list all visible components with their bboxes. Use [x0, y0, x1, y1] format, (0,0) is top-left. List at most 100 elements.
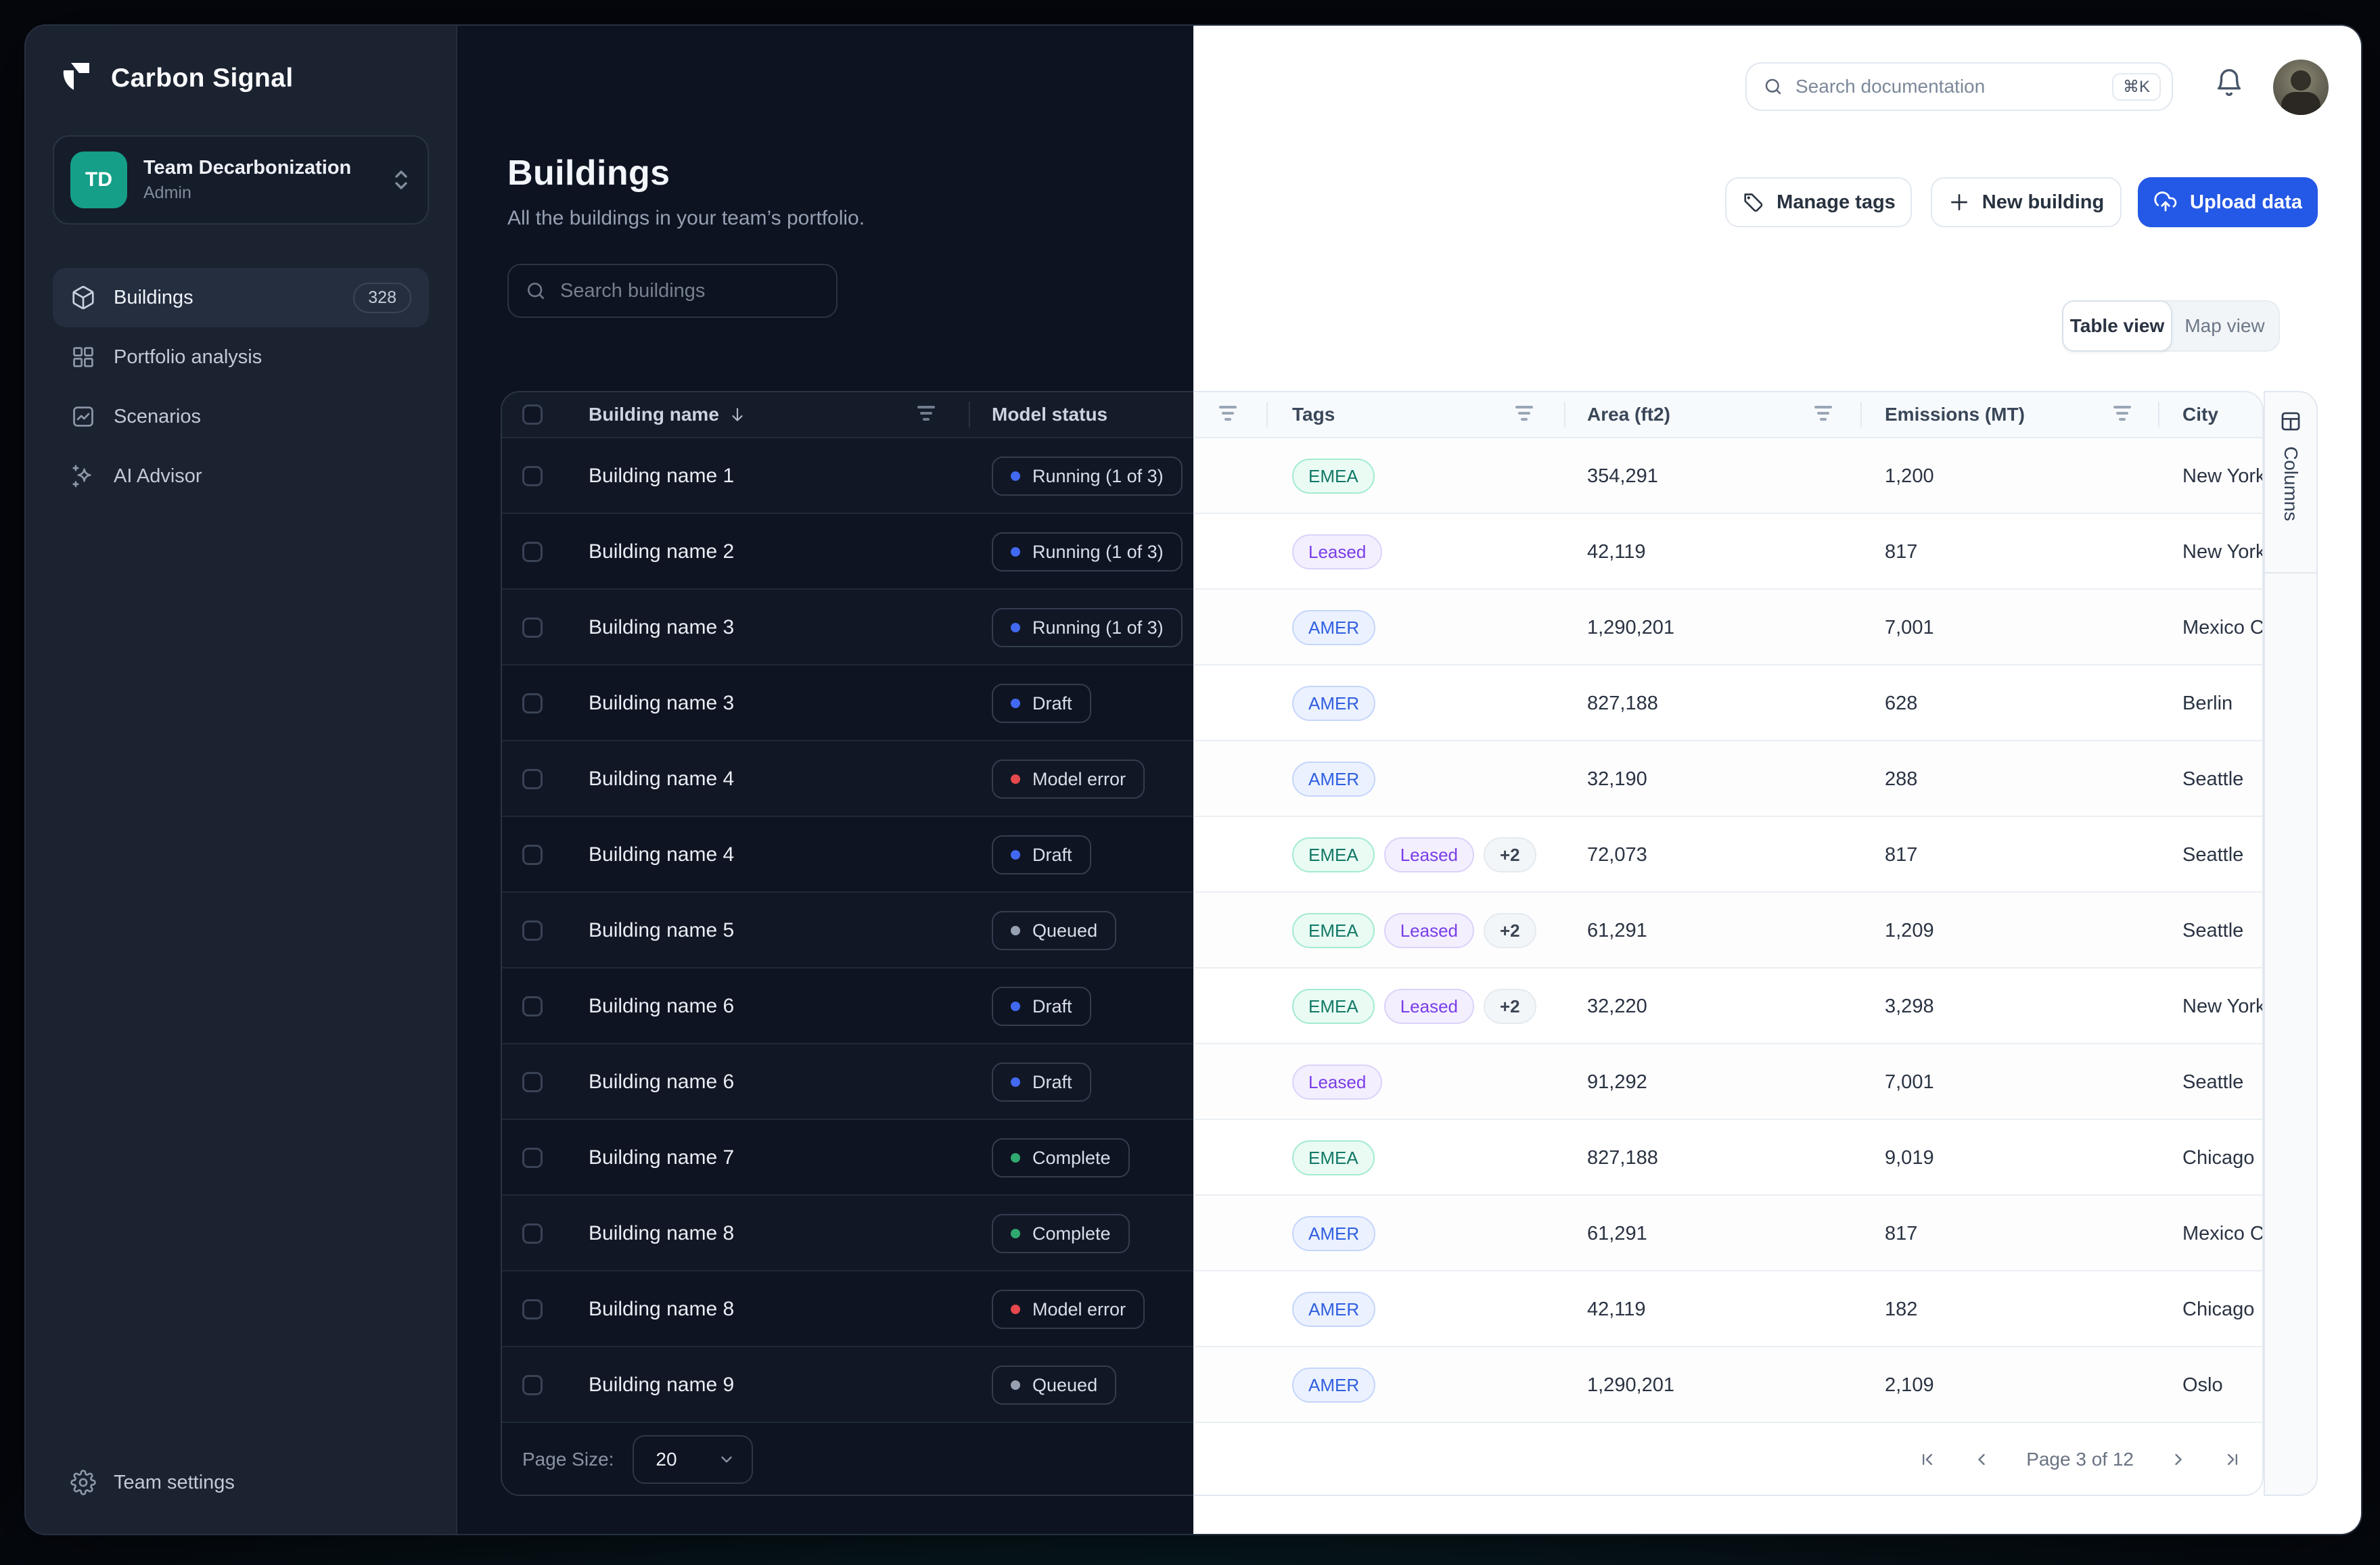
row-checkbox[interactable]: [522, 542, 543, 562]
documentation-search[interactable]: ⌘K: [1745, 62, 2173, 111]
table-row[interactable]: Building name 7 Complete EMEA 827,188 9,…: [501, 1120, 2264, 1196]
buildings-table: Building name Model status Tags Area (ft…: [501, 391, 2264, 1496]
documentation-search-input[interactable]: [1795, 76, 2100, 97]
row-emissions: 288: [1885, 768, 1918, 790]
page-size-select[interactable]: 20: [633, 1435, 754, 1484]
sidebar-item-scenarios[interactable]: Scenarios: [53, 387, 429, 446]
table-row[interactable]: Building name 4 Draft EMEA Leased +2 72,07…: [501, 817, 2264, 893]
column-header-model-status[interactable]: Model status: [992, 404, 1108, 425]
column-header-city[interactable]: City: [2182, 404, 2218, 425]
row-area: 827,188: [1587, 692, 1658, 714]
row-checkbox[interactable]: [522, 1375, 543, 1395]
page-indicator: Page 3 of 12: [2026, 1449, 2134, 1470]
row-emissions: 1,200: [1885, 465, 1934, 487]
filter-icon[interactable]: [1814, 406, 1832, 421]
table-row[interactable]: Building name 6 Draft EMEA Leased +2 32,22…: [501, 968, 2264, 1044]
row-checkbox[interactable]: [522, 845, 543, 865]
status-dot-icon: [1011, 623, 1020, 632]
status-badge: Queued: [992, 911, 1117, 950]
row-emissions: 3,298: [1885, 995, 1934, 1017]
view-toggle: Table view Map view: [2062, 300, 2280, 352]
table-row[interactable]: Building name 6 Draft Leased 91,292 7,00…: [501, 1044, 2264, 1120]
filter-icon[interactable]: [917, 406, 935, 421]
sidebar-item-portfolio-analysis[interactable]: Portfolio analysis: [53, 327, 429, 387]
row-checkbox[interactable]: [522, 769, 543, 789]
row-checkbox[interactable]: [522, 996, 543, 1017]
row-building-name: Building name 4: [589, 768, 735, 790]
filter-icon[interactable]: [2113, 406, 2131, 421]
upload-data-button[interactable]: Upload data: [2138, 177, 2318, 227]
row-checkbox[interactable]: [522, 617, 543, 638]
row-checkbox[interactable]: [522, 920, 543, 941]
sort-desc-icon[interactable]: [729, 405, 746, 424]
next-page-button[interactable]: [2169, 1450, 2188, 1469]
select-all-checkbox[interactable]: [522, 404, 543, 425]
manage-tags-button[interactable]: Manage tags: [1725, 177, 1912, 227]
row-city: New York: [2182, 540, 2264, 563]
column-header-area[interactable]: Area (ft2): [1587, 404, 1670, 425]
user-avatar[interactable]: [2273, 60, 2329, 115]
tag-more: +2: [1484, 989, 1536, 1024]
status-dot-icon: [1011, 471, 1020, 481]
row-city: Oslo: [2182, 1374, 2223, 1396]
table-row[interactable]: Building name 4 Model error AMER 32,190 …: [501, 741, 2264, 817]
table-row[interactable]: Building name 8 Complete AMER 61,291 817…: [501, 1196, 2264, 1271]
sidebar-item-label: Team settings: [114, 1471, 235, 1493]
status-badge: Complete: [992, 1214, 1130, 1253]
status-label: Model error: [1032, 1299, 1126, 1319]
table-row[interactable]: Building name 2 Running (1 of 3) Leased …: [501, 514, 2264, 590]
table-row[interactable]: Building name 9 Queued AMER 1,290,201 2,…: [501, 1347, 2264, 1423]
notifications-button[interactable]: [2214, 68, 2251, 106]
row-emissions: 1,209: [1885, 919, 1934, 941]
table-row[interactable]: Building name 1 Running (1 of 3) EMEA 35…: [501, 438, 2264, 514]
new-building-button[interactable]: New building: [1931, 177, 2122, 227]
filter-icon[interactable]: [1515, 406, 1533, 421]
row-tags: AMER: [1292, 590, 1376, 665]
row-area: 1,290,201: [1587, 616, 1675, 638]
status-label: Complete: [1032, 1147, 1111, 1168]
sidebar-item-team-settings[interactable]: Team settings: [53, 1453, 429, 1512]
table-row[interactable]: Building name 3 Draft AMER 827,188 628 B…: [501, 665, 2264, 741]
row-checkbox[interactable]: [522, 693, 543, 714]
row-checkbox[interactable]: [522, 1223, 543, 1244]
tag-amer: AMER: [1292, 1292, 1376, 1327]
tab-map-view[interactable]: Map view: [2184, 315, 2265, 336]
status-badge: Running (1 of 3): [992, 457, 1183, 496]
tag-leased: Leased: [1383, 989, 1474, 1024]
previous-page-button[interactable]: [1972, 1450, 1991, 1469]
row-emissions: 817: [1885, 540, 1918, 563]
row-city: Seattle: [2182, 919, 2244, 941]
tag-amer: AMER: [1292, 686, 1376, 721]
table-row[interactable]: Building name 3 Running (1 of 3) AMER 1,…: [501, 590, 2264, 665]
row-checkbox[interactable]: [522, 1299, 543, 1319]
table-row[interactable]: Building name 8 Model error AMER 42,119 …: [501, 1271, 2264, 1347]
status-dot-icon: [1011, 1229, 1020, 1238]
columns-panel-toggle[interactable]: Columns: [2265, 392, 2316, 574]
last-page-button[interactable]: [2223, 1450, 2242, 1469]
row-checkbox[interactable]: [522, 1072, 543, 1092]
row-checkbox[interactable]: [522, 1148, 543, 1168]
row-emissions: 182: [1885, 1298, 1918, 1320]
sidebar-item-label: Buildings: [114, 286, 193, 308]
column-header-emissions[interactable]: Emissions (MT): [1885, 404, 2025, 425]
row-tags: Leased: [1292, 1044, 1383, 1120]
buildings-search-input[interactable]: [560, 279, 820, 302]
status-dot-icon: [1011, 774, 1020, 784]
search-icon: [1765, 78, 1781, 95]
table-row[interactable]: Building name 5 Queued EMEA Leased +2 61,2…: [501, 893, 2264, 968]
main-content: ⌘K Buildings All the buildings in your t…: [457, 26, 2361, 1534]
tab-table-view[interactable]: Table view: [2062, 300, 2172, 352]
workspace-switcher[interactable]: TD Team Decarbonization Admin: [53, 135, 429, 225]
sidebar-item-ai-advisor[interactable]: AI Advisor: [53, 446, 429, 506]
buildings-search[interactable]: [507, 264, 838, 318]
row-building-name: Building name 1: [589, 465, 735, 487]
column-header-building-name[interactable]: Building name: [589, 391, 746, 438]
row-checkbox[interactable]: [522, 466, 543, 486]
column-header-tags[interactable]: Tags: [1292, 404, 1335, 425]
row-tags: EMEA Leased +2: [1292, 817, 1536, 893]
first-page-button[interactable]: [1918, 1450, 1937, 1469]
tag-emea: EMEA: [1292, 913, 1375, 948]
row-emissions: 817: [1885, 843, 1918, 866]
sidebar-item-buildings[interactable]: Buildings 328: [53, 268, 429, 327]
filter-icon[interactable]: [1219, 406, 1237, 421]
